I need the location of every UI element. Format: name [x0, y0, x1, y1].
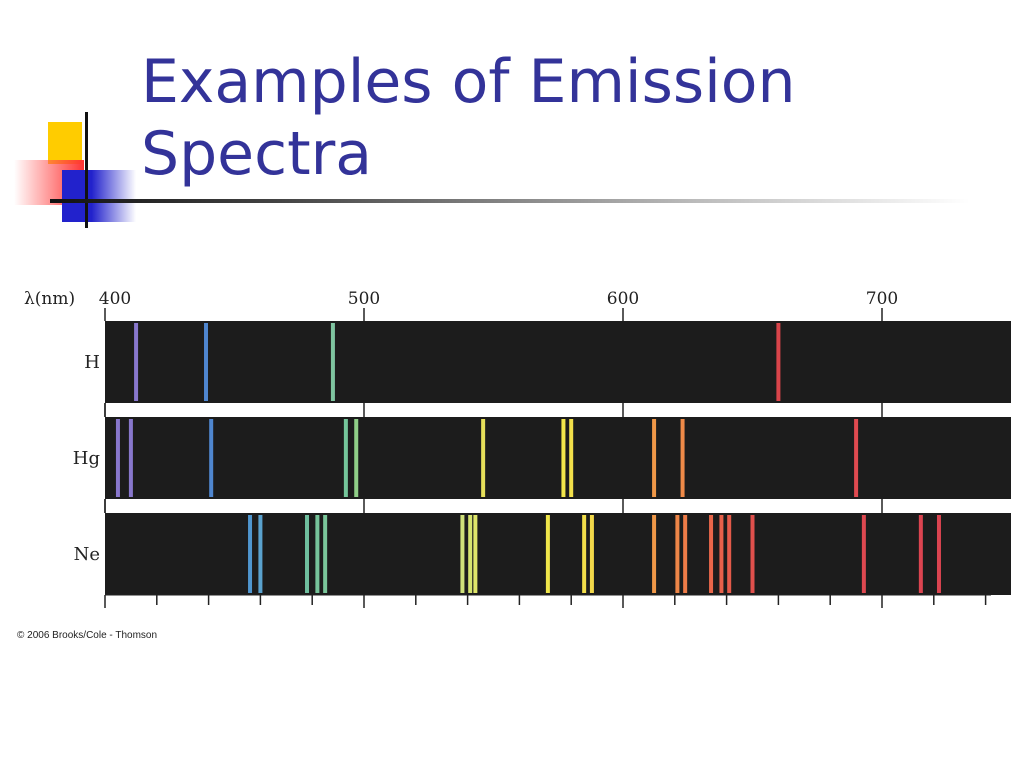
spectrum-label-ne: Ne — [74, 544, 100, 565]
tick-label-700: 700 — [866, 289, 898, 309]
emission-line-h-3 — [330, 323, 335, 401]
emission-line-ne-11 — [589, 515, 594, 593]
spectrum-label-hg: Hg — [73, 448, 100, 469]
emission-line-h-4 — [776, 323, 781, 401]
emission-line-hg-2 — [128, 419, 133, 497]
emission-line-ne-15 — [709, 515, 714, 593]
emission-line-ne-13 — [675, 515, 680, 593]
tick-label-600: 600 — [607, 289, 639, 309]
emission-line-ne-18 — [750, 515, 755, 593]
decor-yellow-square — [48, 122, 82, 164]
emission-line-ne-5 — [323, 515, 328, 593]
spectrum-band-h — [105, 321, 1011, 403]
title-underline — [50, 199, 970, 203]
emission-line-hg-1 — [115, 419, 120, 497]
emission-line-h-1 — [134, 323, 139, 401]
emission-line-ne-19 — [861, 515, 866, 593]
emission-line-ne-4 — [315, 515, 320, 593]
emission-line-hg-5 — [354, 419, 359, 497]
tick-label-500: 500 — [348, 289, 380, 309]
emission-line-hg-7 — [561, 419, 566, 497]
emission-line-ne-14 — [683, 515, 688, 593]
emission-line-ne-21 — [936, 515, 941, 593]
emission-line-ne-8 — [473, 515, 478, 593]
emission-line-ne-12 — [652, 515, 657, 593]
emission-spectra-chart: λ(nm) 400 500 600 700 H Hg Ne — [24, 289, 1011, 608]
tick-label-400: 400 — [99, 289, 131, 309]
emission-line-ne-3 — [305, 515, 310, 593]
slide-title: Examples of Emission Spectra — [141, 47, 796, 189]
emission-line-hg-8 — [569, 419, 574, 497]
emission-line-hg-11 — [854, 419, 859, 497]
emission-line-hg-3 — [209, 419, 214, 497]
spectrum-band-hg — [105, 417, 1011, 499]
x-axis-label: λ(nm) — [24, 289, 75, 309]
spectrum-label-h: H — [84, 352, 100, 373]
emission-line-ne-7 — [468, 515, 473, 593]
spectrum-band-ne — [105, 513, 1011, 595]
emission-line-hg-9 — [652, 419, 657, 497]
emission-line-ne-1 — [248, 515, 253, 593]
decor-vertical-line — [85, 112, 88, 228]
decor-blue-square — [62, 170, 136, 222]
emission-line-hg-10 — [680, 419, 685, 497]
emission-line-hg-4 — [343, 419, 348, 497]
emission-line-ne-6 — [460, 515, 465, 593]
emission-line-ne-16 — [719, 515, 724, 593]
emission-line-h-2 — [204, 323, 209, 401]
emission-line-ne-20 — [918, 515, 923, 593]
emission-line-hg-6 — [481, 419, 486, 497]
emission-line-ne-10 — [582, 515, 587, 593]
copyright-notice: © 2006 Brooks/Cole - Thomson — [17, 630, 158, 641]
emission-line-ne-17 — [727, 515, 732, 593]
emission-line-ne-9 — [545, 515, 550, 593]
emission-line-ne-2 — [258, 515, 263, 593]
